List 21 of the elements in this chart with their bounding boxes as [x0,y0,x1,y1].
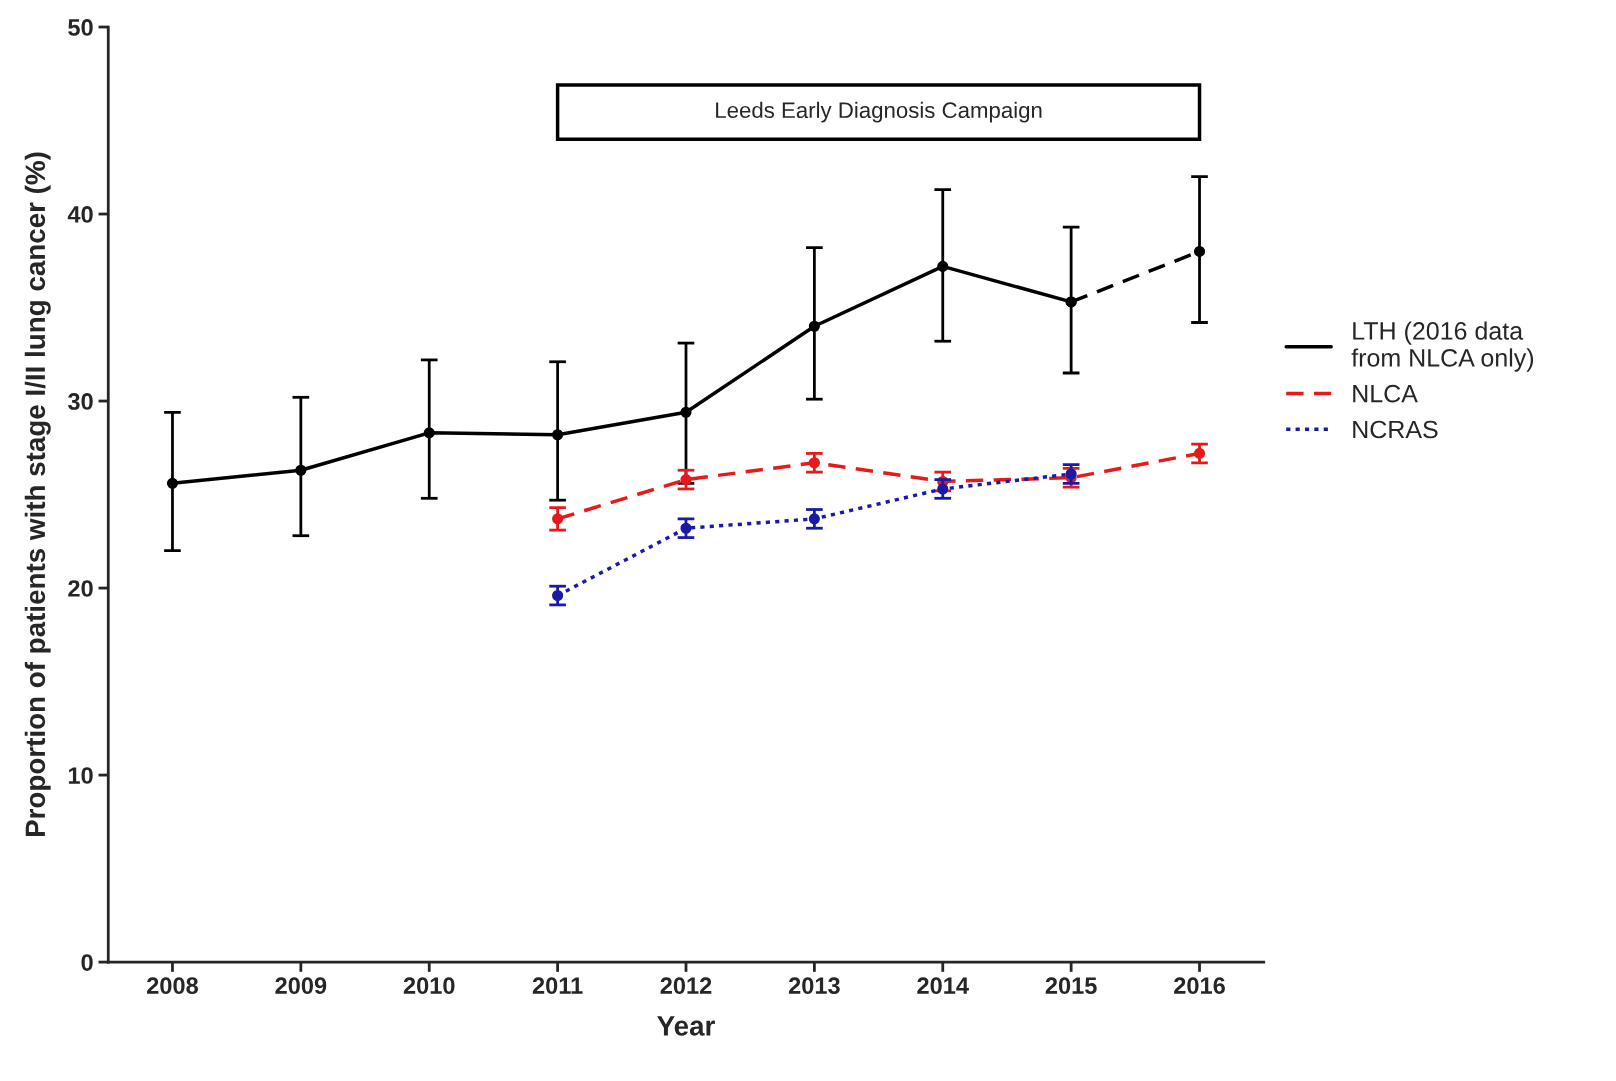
x-tick-label: 2014 [917,977,969,995]
x-tick-label: 2015 [1045,977,1097,995]
legend-label: NLCA [1353,384,1418,403]
y-tick-label: 10 [68,767,93,784]
x-tick-label: 2009 [275,977,327,995]
band-label: Leeds Early Diagnosis Campaign [716,101,1042,123]
x-tick-label: 2010 [403,977,455,995]
legend-label: LTH (2016 data from NLCA only) [1351,321,1534,372]
y-axis-title: Proportion of patients with stage I/II lung cancer (%) [24,152,51,837]
x-tick-label: 2011 [532,977,583,995]
y-tick-label: 30 [67,393,93,410]
x-tick-label: 2012 [660,977,712,995]
y-tick-label: 20 [68,580,93,597]
x-tick-label: 2016 [1174,977,1225,995]
x-tick-label: 2008 [147,977,198,995]
x-tick-label: 2013 [788,977,840,995]
y-tick-label: 40 [67,206,93,223]
legend-label: NCRAS [1353,420,1438,439]
y-tick-label: 50 [68,19,93,36]
x-axis-title: Year [657,1016,715,1036]
y-tick-label: 0 [81,954,93,971]
